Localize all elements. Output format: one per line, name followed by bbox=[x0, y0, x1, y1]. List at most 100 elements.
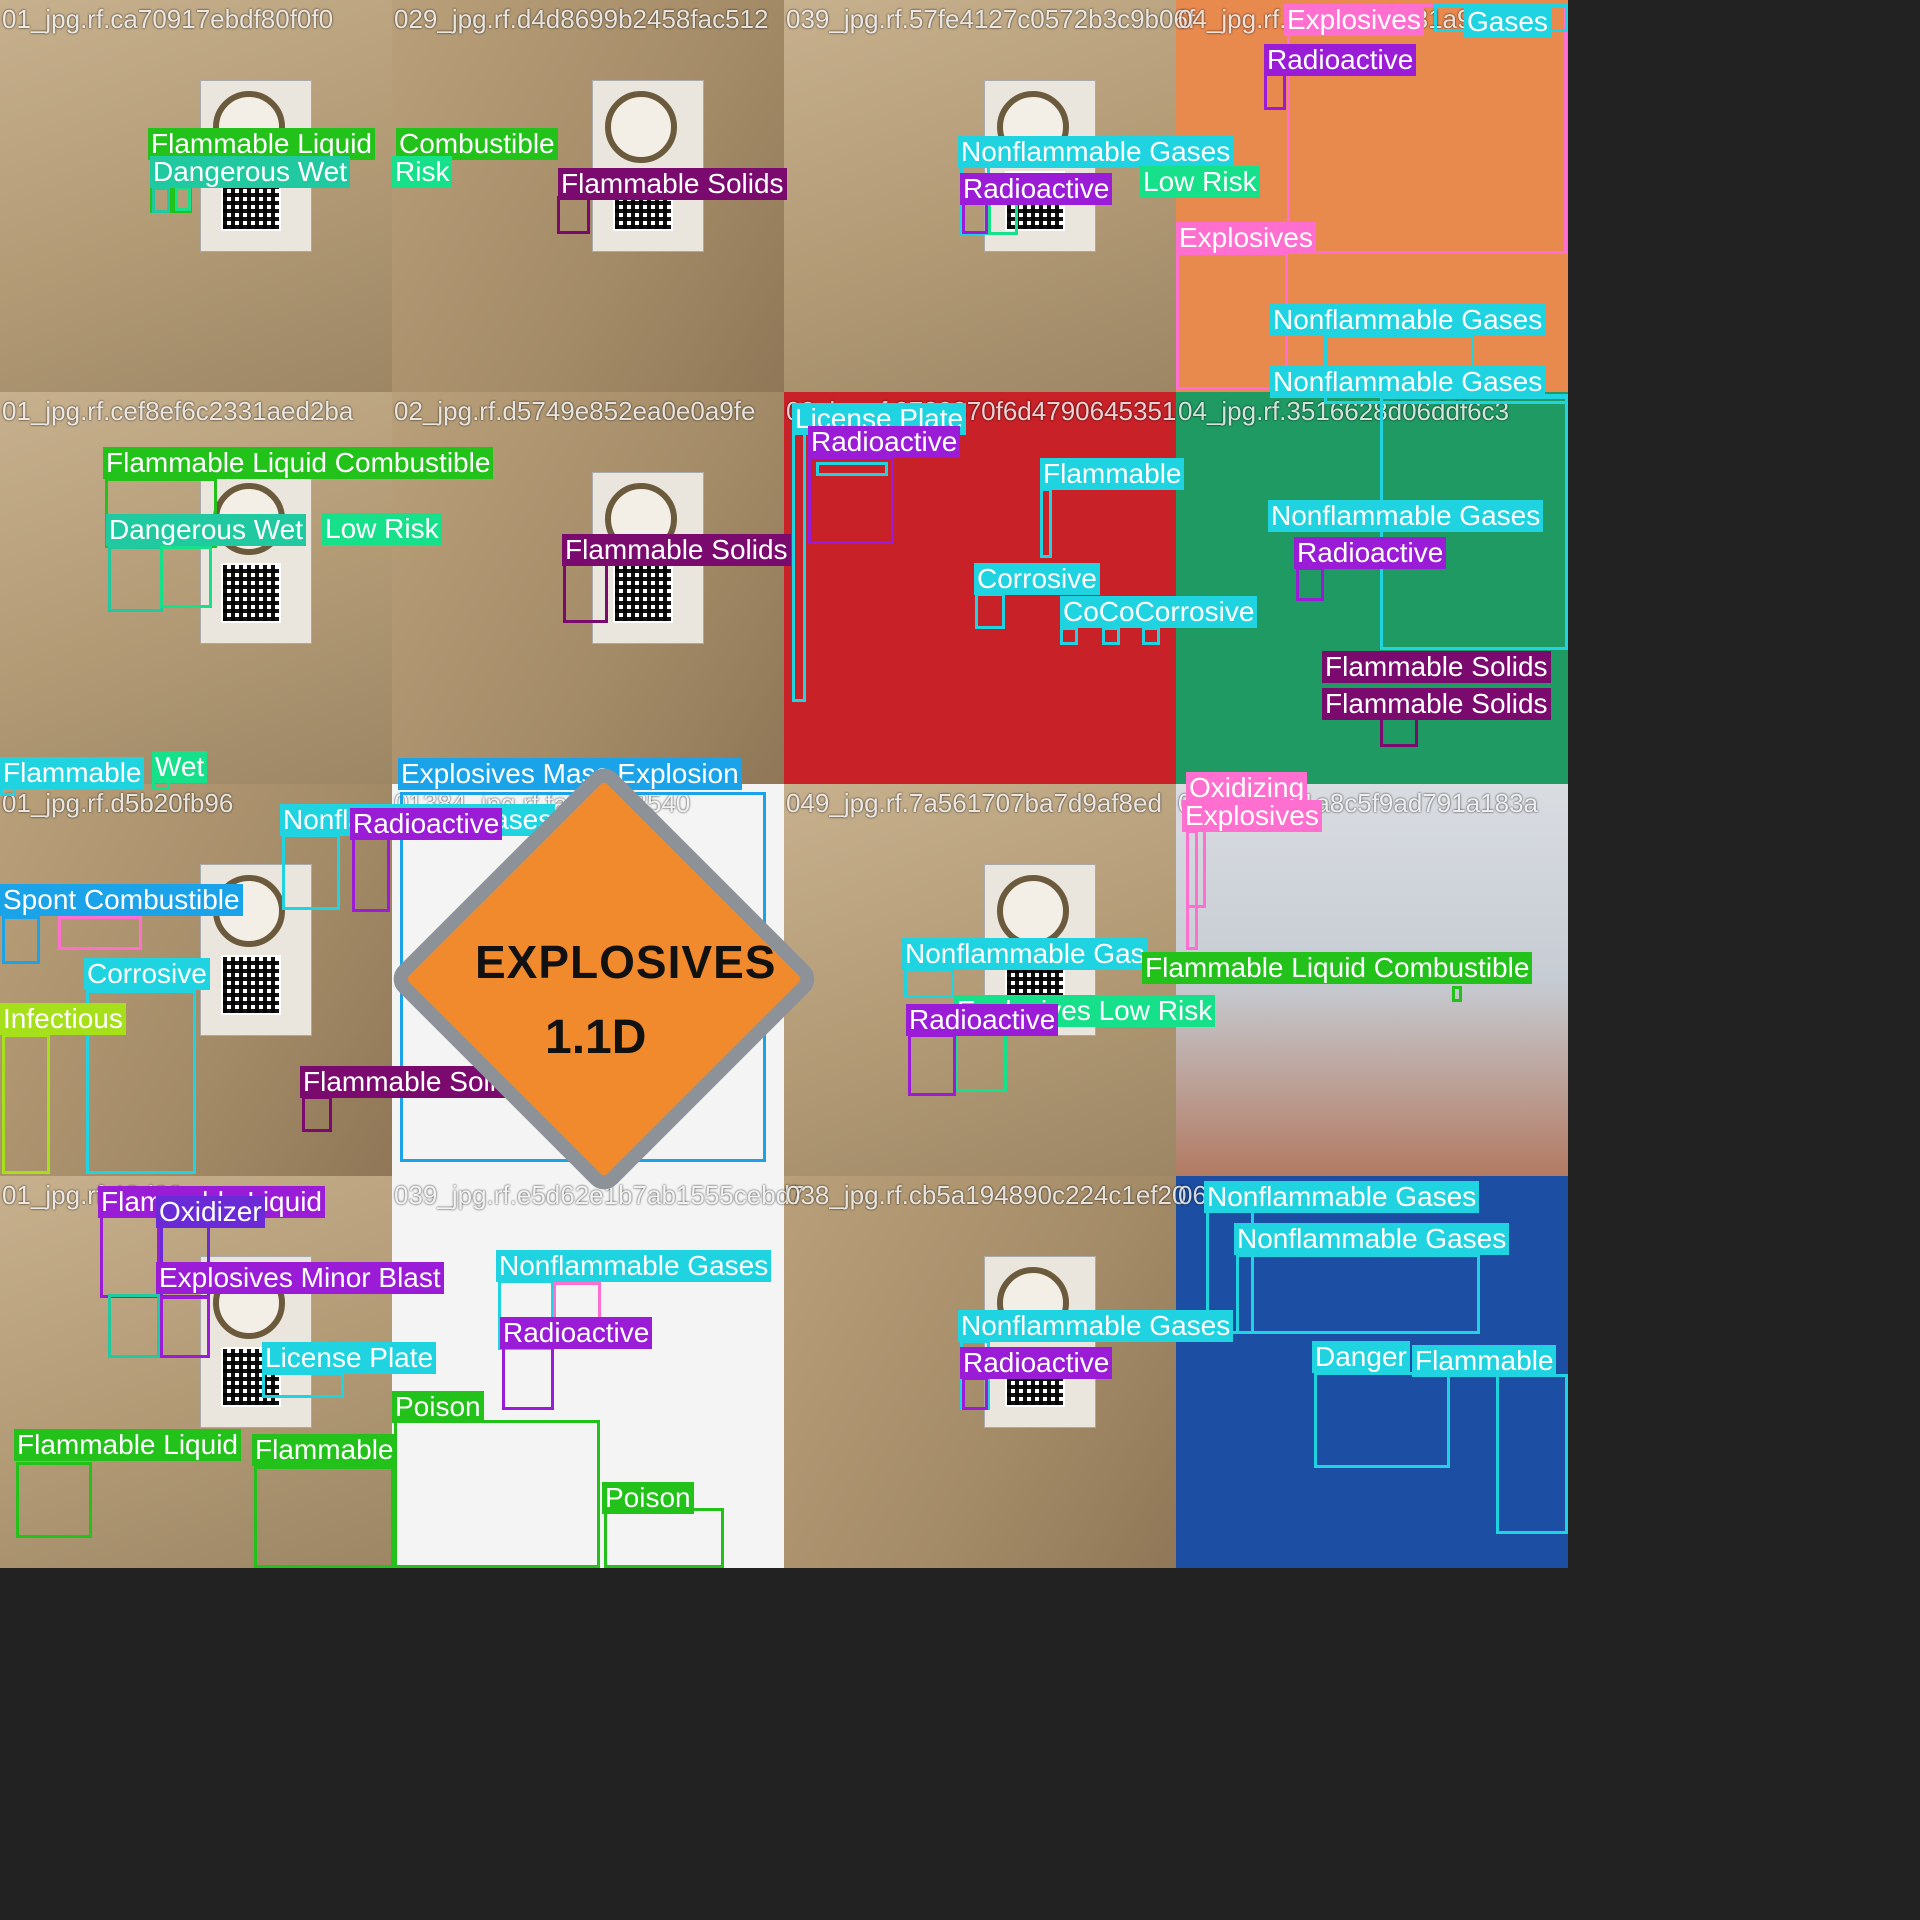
placard-code: 1.1D bbox=[545, 1011, 647, 1064]
detection-label: Oxidizer bbox=[156, 1196, 265, 1228]
detection-box bbox=[816, 462, 888, 476]
detection-box bbox=[1060, 627, 1078, 645]
detection-label: Nonflammable Gases bbox=[958, 1310, 1234, 1342]
marker-board bbox=[592, 80, 704, 252]
detection-box bbox=[302, 1096, 332, 1132]
detection-box bbox=[904, 968, 954, 998]
detection-box bbox=[975, 593, 1005, 629]
detection-box bbox=[254, 1466, 394, 1568]
detection-box bbox=[394, 1420, 600, 1568]
detection-label: Flammable bbox=[0, 757, 145, 789]
image-tile bbox=[392, 1176, 784, 1568]
image-tile bbox=[0, 0, 392, 392]
target-marker bbox=[997, 875, 1069, 947]
detection-label: Nonflammable Gas bbox=[902, 938, 1148, 970]
detection-box bbox=[955, 1030, 1007, 1092]
detection-label: Radioactive bbox=[906, 1004, 1059, 1036]
detection-box bbox=[160, 546, 212, 608]
detection-label: Explosives bbox=[1182, 800, 1322, 832]
detection-label: Flammable Liquid Combustible bbox=[103, 447, 494, 479]
detection-label: Oxidizing bbox=[1186, 772, 1308, 804]
detection-label: Radioactive bbox=[1264, 44, 1417, 76]
detection-label: Dangerous Wet bbox=[106, 514, 307, 546]
detection-box bbox=[502, 1344, 554, 1410]
detection-label: Dangerous Wet bbox=[150, 156, 351, 188]
detection-label: Poison bbox=[602, 1482, 694, 1514]
detection-label: Flammable Solids bbox=[1322, 688, 1551, 720]
detection-label: Flammable Solids bbox=[562, 534, 791, 566]
detection-box bbox=[262, 1372, 344, 1398]
detection-label: Flammable Liquid bbox=[148, 128, 375, 160]
tile-filename: 01_jpg.rf.cef8ef6c2331aed2ba bbox=[2, 396, 354, 426]
detection-box bbox=[988, 200, 1018, 235]
detection-label: Combustible bbox=[396, 128, 558, 160]
detection-box bbox=[1040, 488, 1052, 558]
target-marker bbox=[605, 91, 677, 163]
detection-label: Gases bbox=[1464, 6, 1551, 38]
detection-box bbox=[792, 432, 806, 702]
detection-label: License Plate bbox=[262, 1342, 437, 1374]
marker-board bbox=[984, 1256, 1096, 1428]
detection-box bbox=[1287, 4, 1567, 254]
detection-label: Radioactive bbox=[960, 1347, 1113, 1379]
detection-box bbox=[962, 1377, 988, 1410]
detection-label: Nonflammable Gases bbox=[1270, 366, 1546, 398]
detection-label: Flammable bbox=[252, 1434, 397, 1466]
detection-box bbox=[100, 1206, 160, 1298]
detection-label: Corrosive bbox=[974, 563, 1100, 595]
detection-label: Radioactive bbox=[960, 173, 1113, 205]
detection-box bbox=[352, 836, 390, 912]
detection-box bbox=[86, 990, 196, 1174]
detection-label: Explosives bbox=[1284, 4, 1424, 36]
detection-box bbox=[160, 1296, 210, 1358]
detection-label: Radioactive bbox=[350, 808, 503, 840]
detection-label: Nonflammable Gases bbox=[1270, 304, 1546, 336]
detection-box bbox=[908, 1034, 956, 1096]
detection-label: Nonflammable Gases bbox=[1268, 500, 1544, 532]
detection-box bbox=[563, 563, 608, 623]
tile-filename: 01_jpg.rf.ca70917ebdf80f0f0 bbox=[2, 4, 334, 34]
detection-label: Flammable bbox=[1040, 458, 1185, 490]
detection-box bbox=[108, 1294, 160, 1358]
detection-label: Spont Combustible bbox=[0, 884, 243, 916]
detection-label: Nonflammable Gases bbox=[496, 1250, 772, 1282]
mosaic-grid: 01_jpg.rf.ca70917ebdf80f0f0 029_jpg.rf.d4… bbox=[0, 0, 1568, 1568]
tile-filename: 02_jpg.rf.d5749e852ea0e0a9fe bbox=[394, 396, 756, 426]
detection-box bbox=[604, 1508, 724, 1568]
detection-label: Infectious bbox=[0, 1003, 126, 1035]
detection-box bbox=[58, 916, 142, 950]
detection-label: Flammable Liquid Combustible bbox=[1142, 952, 1533, 984]
detection-label: Flammable Solids bbox=[558, 168, 787, 200]
detection-label: Danger bbox=[1312, 1341, 1410, 1373]
detection-label: Nonflammable Gases bbox=[958, 136, 1234, 168]
detection-box bbox=[2, 1034, 50, 1174]
detection-box bbox=[108, 546, 163, 612]
detection-label: Flammable bbox=[1412, 1345, 1557, 1377]
detection-label: Nonflammable Gases bbox=[1204, 1181, 1480, 1213]
tile-filename: 049_jpg.rf.7a561707ba7d9af8ed bbox=[786, 788, 1162, 818]
detection-box bbox=[1186, 830, 1198, 950]
detection-box bbox=[1102, 627, 1120, 645]
detection-box bbox=[16, 1462, 92, 1538]
detection-label: Corrosive bbox=[84, 958, 210, 990]
detection-label: Risk bbox=[392, 156, 453, 188]
detection-label: Explosives Mass Explosion bbox=[398, 758, 742, 790]
detection-label: Radioactive bbox=[808, 426, 961, 458]
detection-box bbox=[1452, 986, 1462, 1002]
detection-box bbox=[1236, 1254, 1480, 1334]
detection-label: Wet bbox=[152, 751, 208, 783]
detection-label: Explosives Minor Blast bbox=[156, 1262, 444, 1294]
detection-box bbox=[175, 187, 191, 211]
detection-label: Low Risk bbox=[322, 513, 442, 545]
qr-code bbox=[613, 563, 673, 623]
detection-label: Poison bbox=[392, 1391, 484, 1423]
detection-label: Radioactive bbox=[500, 1317, 653, 1349]
qr-code bbox=[221, 955, 281, 1015]
detection-box bbox=[1314, 1372, 1450, 1468]
detection-box bbox=[962, 201, 988, 234]
image-tile bbox=[784, 784, 1176, 1176]
tile-filename: 039_jpg.rf.57fe4127c0572b3c9b06f bbox=[786, 4, 1196, 34]
qr-code bbox=[221, 563, 281, 623]
tile-filename: 038_jpg.rf.cb5a194890c224c1ef20 bbox=[786, 1180, 1187, 1210]
detection-box bbox=[282, 834, 340, 910]
